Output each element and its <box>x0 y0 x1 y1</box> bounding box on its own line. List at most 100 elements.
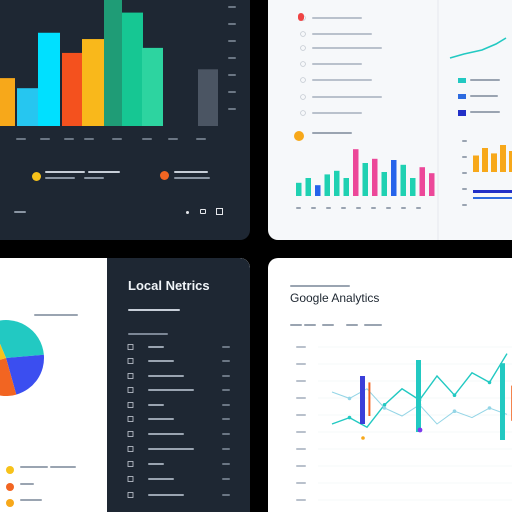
chart-header <box>312 132 352 134</box>
x-tick-label <box>84 138 94 140</box>
list-item-icon <box>300 31 306 37</box>
row-label <box>148 389 194 391</box>
list-item-label <box>312 33 372 35</box>
row-icon <box>127 461 134 467</box>
analytics-chart <box>290 285 512 501</box>
legend-marker-yellow <box>32 172 41 181</box>
series-point <box>487 380 492 385</box>
camera-icon[interactable] <box>200 209 206 214</box>
y-tick-label <box>296 414 306 416</box>
row-label <box>148 375 184 377</box>
row-value <box>222 346 230 348</box>
row-icon <box>127 431 134 437</box>
y-tick-label <box>296 380 306 382</box>
legend-label <box>88 171 120 173</box>
list-item-icon <box>300 45 306 51</box>
y-tick-label <box>462 204 467 206</box>
row-value <box>222 375 230 377</box>
row-value <box>222 463 230 465</box>
row-icon <box>127 402 134 408</box>
legend-swatch-blue <box>458 94 466 99</box>
legend-label <box>50 466 76 468</box>
legend-label <box>20 483 34 485</box>
range-candle <box>416 360 421 432</box>
row-value <box>222 389 230 391</box>
bar <box>391 160 397 196</box>
analytics-panel: Google Analytics <box>268 258 512 512</box>
y-tick-label <box>228 40 236 42</box>
legend-sublabel <box>174 177 210 179</box>
row-value <box>222 494 230 496</box>
x-tick-label <box>341 207 346 209</box>
bar <box>0 78 15 126</box>
bar <box>362 163 368 196</box>
range-candle <box>368 382 371 416</box>
x-tick-label <box>16 138 26 140</box>
row-label <box>148 494 184 496</box>
row-icon <box>127 476 134 482</box>
row-icon <box>127 416 134 422</box>
dot-icon[interactable] <box>186 211 189 214</box>
y-tick-label <box>228 91 236 93</box>
y-tick-label <box>228 74 236 76</box>
bar <box>296 182 302 196</box>
bar <box>315 185 321 196</box>
bar <box>429 173 435 196</box>
x-tick-label <box>386 207 391 209</box>
list-item-label <box>312 63 362 65</box>
side-bar <box>500 145 506 172</box>
row-label <box>148 360 174 362</box>
side-bar <box>509 151 512 172</box>
series-point <box>452 393 457 397</box>
bar <box>305 178 311 196</box>
bar <box>38 32 60 127</box>
row-label <box>148 346 164 348</box>
pie-slice <box>6 354 44 395</box>
pie-slice <box>0 358 17 396</box>
y-tick-label <box>296 363 306 365</box>
expand-icon[interactable] <box>216 208 223 215</box>
tab-label <box>346 324 358 326</box>
bar <box>198 69 218 126</box>
x-tick-label <box>311 207 316 209</box>
row-value <box>222 448 230 450</box>
legend-marker-orange <box>6 483 14 491</box>
list-item-icon <box>300 61 306 67</box>
row-value <box>222 418 230 420</box>
legend-marker-amber <box>6 499 14 507</box>
row-label <box>148 448 194 450</box>
list-accent-marker <box>298 13 304 21</box>
series-point <box>347 415 352 420</box>
legend-marker-orange <box>160 171 169 180</box>
pie-label <box>34 314 78 316</box>
bar <box>17 88 38 126</box>
range-bar <box>473 197 512 199</box>
bar <box>122 12 143 127</box>
x-tick-label <box>401 207 406 209</box>
bar <box>334 170 340 196</box>
list-item-icon <box>300 94 306 100</box>
legend-swatch-navy <box>458 110 466 116</box>
x-tick-label <box>371 207 376 209</box>
legend-sublabel <box>84 177 104 179</box>
list-item-label <box>312 17 362 19</box>
list-item-label <box>312 47 382 49</box>
list-item-label <box>312 112 362 114</box>
y-tick-label <box>296 499 306 501</box>
row-icon <box>127 358 134 364</box>
y-tick-label <box>296 482 306 484</box>
pie-slice <box>0 343 6 360</box>
list-item-icon <box>300 77 306 83</box>
bar <box>104 0 122 126</box>
x-tick-label <box>142 138 152 140</box>
bar <box>142 47 163 126</box>
row-value <box>222 433 230 435</box>
x-tick-label <box>416 207 421 209</box>
bar <box>410 178 416 196</box>
x-tick-label <box>64 138 74 140</box>
row-label <box>148 404 164 406</box>
range-bar <box>473 190 512 193</box>
legend-label <box>174 171 208 173</box>
legend-marker-orange <box>294 131 304 141</box>
y-tick-label <box>296 465 306 467</box>
